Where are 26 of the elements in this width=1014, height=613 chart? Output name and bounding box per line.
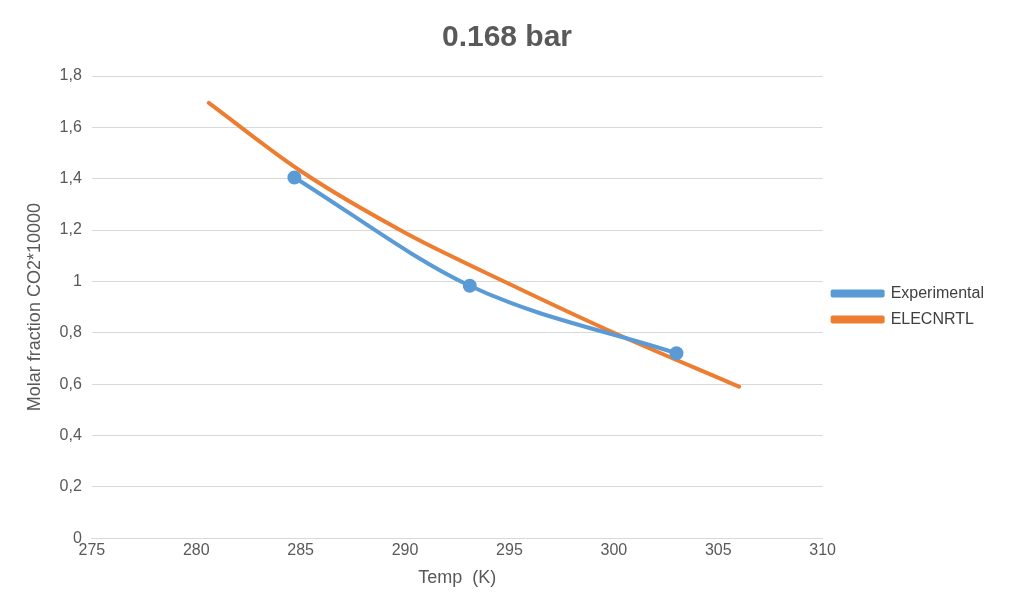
x-axis-title: Temp (K) xyxy=(418,567,497,588)
legend-label: ELECNRTL xyxy=(890,309,975,327)
x-tick-label: 295 xyxy=(496,541,523,559)
x-tick-label: 305 xyxy=(704,541,732,559)
point xyxy=(462,278,477,293)
x-tick-label: 310 xyxy=(809,541,837,559)
y-tick-label: 0,8 xyxy=(59,323,82,341)
y-tick-label: 1,4 xyxy=(59,169,82,187)
x-tick-label: 300 xyxy=(600,541,628,559)
point xyxy=(669,346,684,361)
y-tick-label: 1,8 xyxy=(59,66,82,84)
y-tick-label: 0,2 xyxy=(59,477,82,495)
y-tick-label: 1,6 xyxy=(59,117,82,135)
y-tick-label: 0,6 xyxy=(59,374,82,392)
chart-title: 0.168 bar xyxy=(441,19,573,53)
y-tick-label: 1,2 xyxy=(59,220,82,238)
point xyxy=(287,170,302,185)
x-tick-label: 285 xyxy=(287,541,315,559)
y-tick-label: 1 xyxy=(72,271,82,289)
x-tick-label: 275 xyxy=(78,541,106,559)
x-tick-label: 280 xyxy=(182,541,210,559)
legend-label: Experimental xyxy=(890,283,984,301)
y-tick-label: 0,4 xyxy=(59,425,82,443)
x-tick-label: 290 xyxy=(391,541,419,559)
line-series xyxy=(206,100,742,389)
y-axis-title: Molar fraction CO2*10000 xyxy=(23,203,44,412)
